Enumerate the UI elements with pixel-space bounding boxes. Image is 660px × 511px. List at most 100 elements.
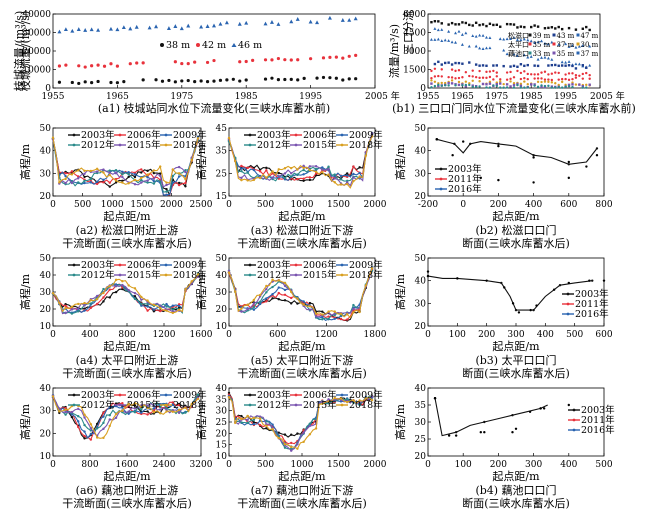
data-point <box>554 27 557 30</box>
data-point <box>488 80 492 84</box>
series-point <box>64 304 67 307</box>
data-point <box>512 64 516 68</box>
data-point <box>533 64 536 67</box>
data-point <box>485 24 488 28</box>
series-point <box>108 406 111 409</box>
legend-label: 2018年 <box>173 139 207 151</box>
series-point <box>451 154 454 157</box>
series-point <box>114 290 118 294</box>
series-point <box>77 420 80 423</box>
data-point <box>225 78 229 82</box>
data-point <box>433 38 437 41</box>
x-tick-label: 1200 <box>153 330 176 340</box>
data-point <box>554 71 557 74</box>
series-point <box>314 165 318 168</box>
y-axis-label: 高程/m <box>393 403 407 440</box>
legend-label: 2006年 <box>303 259 337 271</box>
series-point <box>265 300 268 303</box>
series-point <box>58 301 61 305</box>
series-point <box>321 313 324 316</box>
series-point <box>535 304 538 307</box>
data-point <box>505 52 509 56</box>
series-point <box>327 317 330 321</box>
data-point <box>526 77 529 81</box>
data-point <box>499 82 502 85</box>
series-point <box>296 443 299 446</box>
legend-label: 2018年 <box>349 139 383 151</box>
data-point <box>567 72 571 75</box>
data-point <box>108 26 113 31</box>
series-point <box>83 179 86 182</box>
x-tick-label: 400 <box>525 200 542 210</box>
y-tick-label: 30 <box>40 407 52 417</box>
series-point <box>265 169 268 172</box>
series-point <box>314 170 318 174</box>
x-tick-label: 400 <box>81 330 98 340</box>
series-point <box>462 140 465 143</box>
data-point <box>433 20 437 23</box>
series-point <box>95 180 99 183</box>
series-point <box>435 138 438 141</box>
y-tick-label: 3000 <box>403 47 426 57</box>
data-point <box>447 29 451 33</box>
data-point <box>567 45 571 48</box>
data-point <box>540 71 543 74</box>
legend-label: 2003年 <box>257 389 291 401</box>
series-point <box>133 178 137 182</box>
y-tick-label: 10 <box>216 452 228 462</box>
series-point <box>497 144 500 148</box>
series-point <box>327 165 330 168</box>
data-point <box>440 75 443 78</box>
series-point <box>252 416 256 420</box>
panel-caption: (a7) 藕池口附近下游 <box>251 483 354 497</box>
x-tick-label: 0 <box>50 330 56 340</box>
series-point <box>121 401 124 405</box>
data-point <box>283 77 287 82</box>
data-point <box>588 73 591 77</box>
panel-a5: 0 600 1200 1800 10 20 30 40 50 起点距/m 高程/m (a5) 太平口附… <box>194 254 387 380</box>
x-tick-label: 200 <box>478 330 495 340</box>
series-point <box>83 423 86 427</box>
series-point <box>102 171 105 174</box>
data-point <box>295 17 300 21</box>
data-point <box>512 83 516 87</box>
data-point <box>478 23 481 27</box>
series-point <box>265 297 268 300</box>
series-line <box>434 398 548 437</box>
data-point <box>115 27 120 32</box>
series-point <box>159 174 162 178</box>
panel-b3: 0 100 200 300 400 500 600 20 30 40 50 起点距/m 高程/m (b3)… <box>393 254 613 380</box>
series-line <box>437 139 597 164</box>
series-point <box>283 433 287 436</box>
series-point <box>258 302 262 306</box>
data-point <box>437 74 440 78</box>
series-point <box>333 317 336 320</box>
series-point <box>146 299 149 302</box>
series-point <box>246 307 249 311</box>
data-point <box>543 55 547 59</box>
series-point <box>539 407 542 410</box>
series-point <box>146 413 149 416</box>
series-line <box>435 398 544 435</box>
data-point <box>115 81 119 85</box>
series-point <box>121 179 124 182</box>
legend-marker <box>294 143 298 147</box>
series-point <box>514 308 518 312</box>
data-point <box>512 36 516 39</box>
data-point <box>334 55 338 59</box>
series-point <box>370 395 374 398</box>
x-tick-label: 2400 <box>153 460 176 470</box>
series-point <box>433 397 437 400</box>
data-point <box>447 75 450 79</box>
y-tick-label: 10 <box>216 322 228 332</box>
y-tick-label: 0 <box>420 84 426 94</box>
series-point <box>114 412 118 416</box>
series-point <box>146 404 149 407</box>
series-point <box>114 169 118 172</box>
legend-label: 2003年 <box>448 163 482 175</box>
data-point <box>450 76 454 79</box>
data-point <box>186 62 190 66</box>
legend-label: 2012年 <box>81 139 115 151</box>
series-point <box>64 311 67 315</box>
series-point <box>152 179 156 183</box>
